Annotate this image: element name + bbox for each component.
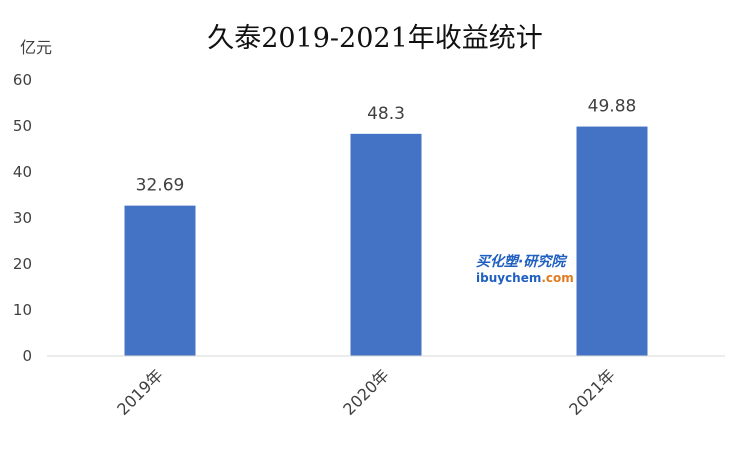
data-labels: 32.69 48.3 49.88 — [136, 97, 637, 196]
watermark-brand-text: 买化塑·研究院 — [476, 253, 568, 270]
data-label: 32.69 — [136, 176, 185, 196]
y-tick-label: 0 — [22, 347, 32, 365]
bars-group — [124, 126, 648, 356]
y-tick-label: 50 — [13, 117, 32, 135]
bar-2021年 — [576, 126, 648, 356]
watermark-url-main: ibuychem — [476, 271, 541, 285]
y-tick-label: 60 — [13, 71, 32, 89]
x-category-label: 2019年 — [113, 365, 167, 419]
y-tick-label: 20 — [13, 255, 32, 273]
x-category-label: 2020年 — [339, 365, 393, 419]
data-label: 49.88 — [588, 97, 637, 117]
data-label: 48.3 — [367, 104, 405, 124]
y-tick-label: 10 — [13, 301, 32, 319]
watermark-url-suffix: .com — [541, 271, 573, 285]
bar-2019年 — [124, 205, 196, 356]
y-tick-label: 30 — [13, 209, 32, 227]
y-axis-tick-labels: 0 10 20 30 40 50 60 — [13, 71, 32, 365]
x-category-label: 2021年 — [565, 365, 619, 419]
x-axis-category-labels: 2019年 2020年 2021年 — [113, 365, 619, 419]
watermark-logo: 买化塑·研究院 ibuychem.com — [476, 253, 574, 285]
watermark-url: ibuychem.com — [476, 271, 574, 285]
chart-title: 久泰2019-2021年收益统计 — [207, 23, 543, 54]
y-axis-unit-label: 亿元 — [20, 38, 52, 57]
y-tick-label: 40 — [13, 163, 32, 181]
bar-2020年 — [350, 133, 422, 356]
